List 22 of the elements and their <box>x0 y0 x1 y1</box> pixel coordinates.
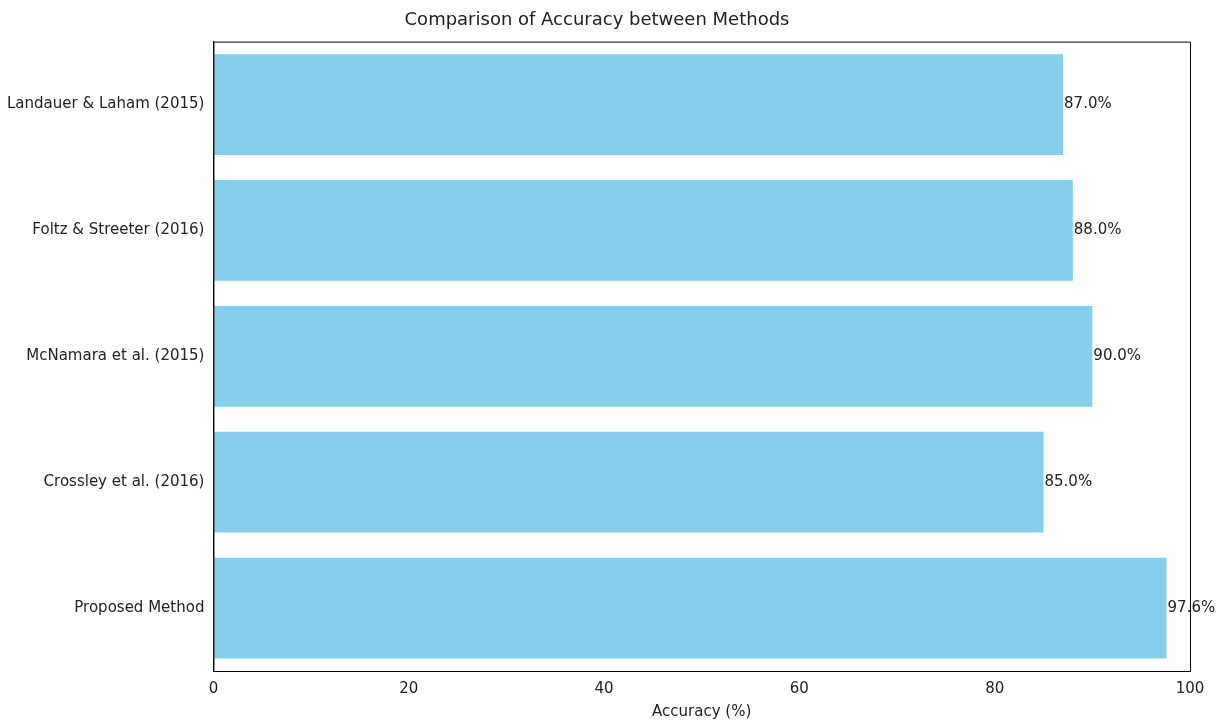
y-tick-label: Landauer & Laham (2015) <box>6 94 205 113</box>
data-label: 88.0% <box>1073 220 1122 239</box>
data-label: 87.0% <box>1064 94 1112 113</box>
x-tick-label: 100 <box>1175 678 1205 697</box>
y-tick-label: Foltz & Streeter (2016) <box>32 220 205 239</box>
y-tick-label: McNamara et al. (2015) <box>26 346 205 365</box>
x-axis-title: Accuracy (%) <box>652 701 752 720</box>
x-tick-label: 20 <box>399 678 419 697</box>
y-tick-label: Proposed Method <box>74 597 205 616</box>
y-tick-label: Crossley et al. (2016) <box>43 472 205 491</box>
bar <box>213 54 1064 155</box>
bar <box>213 305 1093 407</box>
x-tick-label: 40 <box>594 678 614 697</box>
x-tick-label: 0 <box>208 678 219 697</box>
chart-title: Comparison of Accuracy between Methods <box>404 8 790 30</box>
bar <box>213 180 1073 281</box>
data-label: 90.0% <box>1093 346 1141 365</box>
bar <box>213 557 1167 659</box>
bar <box>213 431 1044 533</box>
data-label: 85.0% <box>1044 472 1093 491</box>
x-tick-label: 80 <box>985 678 1005 697</box>
x-tick-label: 60 <box>789 678 809 697</box>
